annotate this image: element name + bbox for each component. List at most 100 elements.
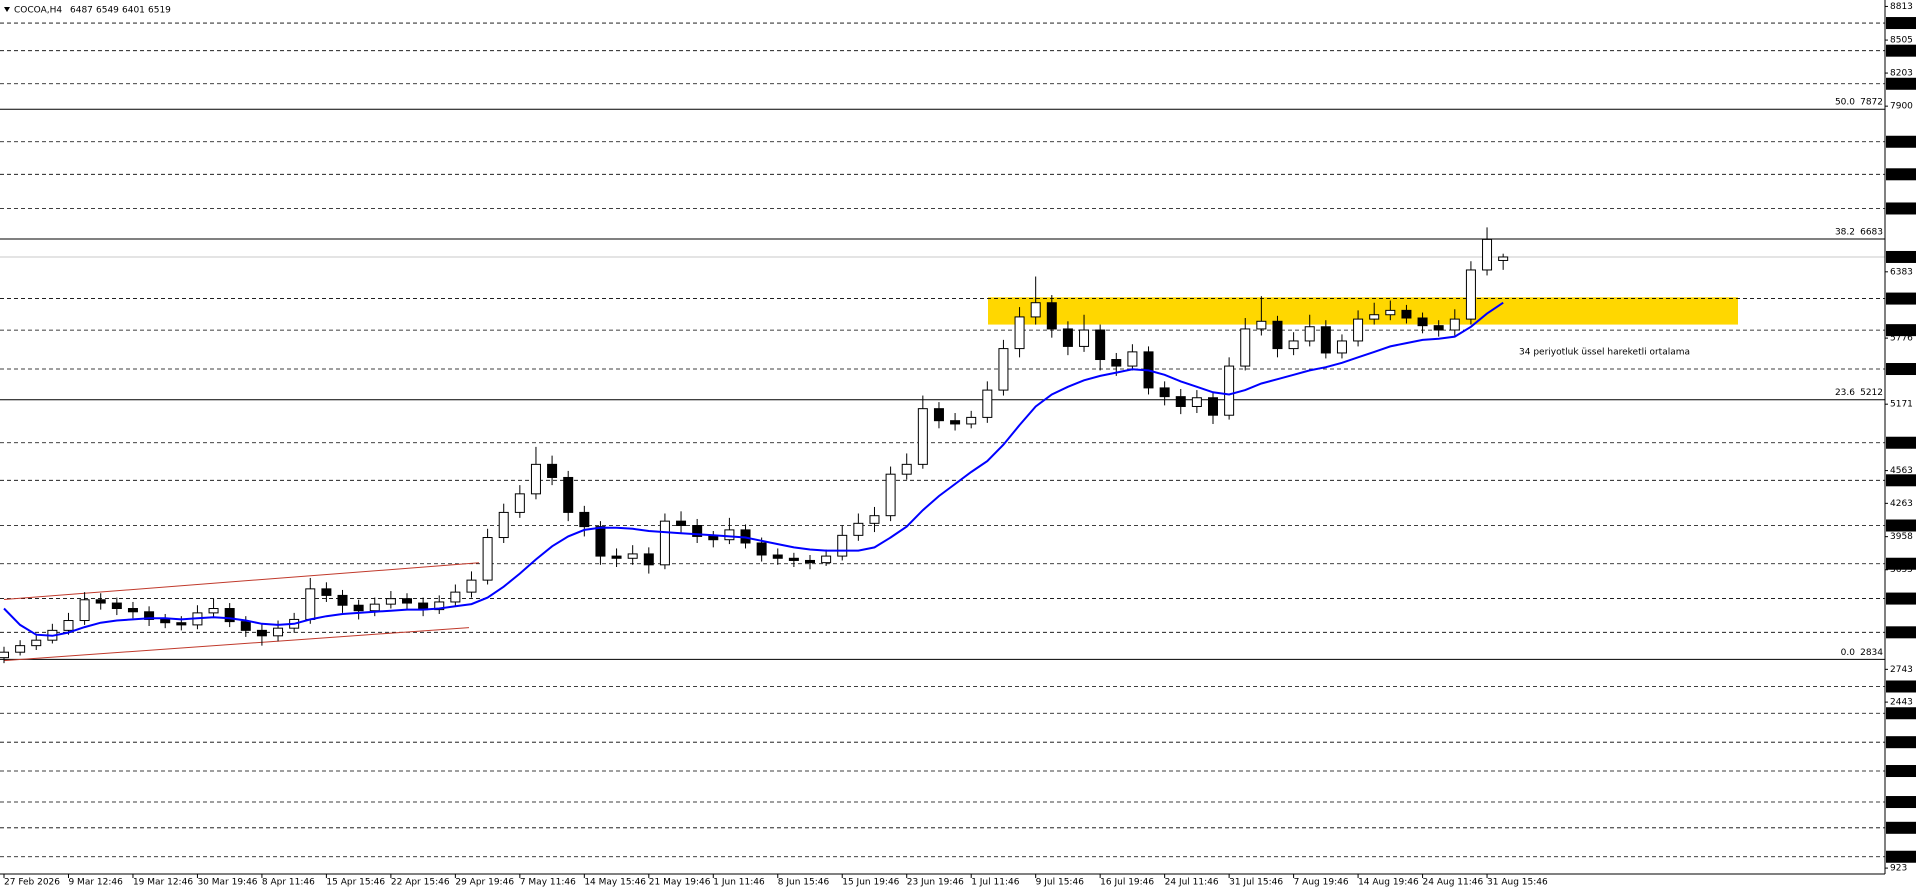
candle-body	[772, 554, 783, 559]
level-label-box	[1886, 363, 1916, 376]
candle-body	[256, 629, 267, 637]
x-tick-label: 8 Jun 15:46	[778, 878, 830, 888]
x-tick-label: 21 May 19:46	[649, 878, 711, 888]
candle-body	[160, 618, 171, 624]
x-tick-label: 8 Apr 11:46	[262, 878, 315, 888]
y-tick-label: 7900	[1890, 102, 1913, 112]
fibonacci-level: 50.0	[1835, 98, 1855, 108]
level-label: 1027	[1889, 852, 1912, 862]
candle-body	[1224, 365, 1235, 416]
candle-body	[1498, 256, 1509, 261]
candle-body	[0, 651, 9, 659]
level-label: 3710	[1889, 559, 1912, 569]
under-layer	[0, 22, 1885, 858]
candle-body	[869, 515, 880, 524]
candle-body	[1127, 351, 1138, 367]
candle-body	[273, 627, 284, 637]
candle-body	[788, 557, 799, 561]
candle-body	[498, 511, 509, 539]
level-label-box	[1886, 626, 1916, 639]
candle-body	[224, 608, 235, 623]
candle-body	[1417, 317, 1428, 327]
candle-body	[1336, 340, 1347, 354]
level-label: 7276	[1889, 170, 1912, 180]
y-tick-label: 8203	[1890, 69, 1913, 79]
candle-body	[337, 594, 348, 606]
candle-body	[63, 620, 74, 631]
candle-body	[1111, 359, 1122, 367]
level-label-box	[1886, 796, 1916, 809]
level-label: 8105	[1889, 79, 1912, 89]
x-tick-label: 19 Mar 12:46	[133, 878, 193, 888]
candle-body	[901, 463, 912, 475]
candle-body	[1369, 314, 1380, 320]
x-tick-label: 9 Mar 12:46	[68, 878, 123, 888]
candle-body	[514, 493, 525, 513]
level-label: 7574	[1889, 137, 1912, 147]
ema-line	[3, 301, 1504, 637]
candle-body	[1449, 318, 1460, 331]
level-label: 2586	[1889, 682, 1912, 692]
candle-body	[434, 601, 445, 611]
candle-body	[1482, 238, 1493, 271]
x-tick-label: 7 Aug 19:46	[1294, 878, 1349, 888]
y-tick-label: 2443	[1890, 698, 1913, 708]
x-tick-label: 24 Aug 11:46	[1423, 878, 1484, 888]
ohlc-value: 6487	[70, 6, 93, 16]
level-label-box	[1886, 736, 1916, 749]
y-tick-label: 6383	[1890, 267, 1913, 277]
candle-body	[1046, 302, 1057, 330]
y-tick-label: 923	[1890, 864, 1907, 874]
fibonacci-price: 2834	[1860, 648, 1883, 658]
candle-body	[837, 534, 848, 557]
level-label-box	[1886, 17, 1916, 30]
level-label: 8408	[1889, 46, 1912, 56]
candle-body	[659, 520, 670, 566]
level-label-box	[1886, 324, 1916, 337]
level-label: 8661	[1889, 19, 1912, 29]
candle-body	[563, 476, 574, 513]
candle-body	[95, 599, 106, 604]
candle-body	[1095, 329, 1106, 361]
candle-body	[1256, 320, 1267, 330]
menu-arrow[interactable]	[4, 7, 10, 12]
candle-body	[611, 555, 622, 559]
y-tick-label: 4263	[1890, 499, 1913, 509]
candle-body	[643, 553, 654, 566]
y-tick-label: 8505	[1890, 36, 1913, 46]
candle-body	[31, 639, 42, 647]
level-label: 4818	[1889, 438, 1912, 448]
candle-body	[1208, 397, 1218, 416]
y-tick-label: 8813	[1890, 2, 1913, 12]
channel-upper	[3, 562, 480, 600]
candle-body	[1191, 397, 1202, 407]
level-label-box	[1886, 292, 1916, 305]
candle-body	[917, 408, 928, 465]
level-label: 5493	[1889, 365, 1912, 375]
candle-body	[1030, 302, 1041, 318]
candle-body	[1062, 328, 1073, 347]
candle-body	[1079, 329, 1090, 347]
level-label-box	[1886, 707, 1916, 720]
candle-body	[15, 645, 26, 653]
candle-body	[998, 348, 1009, 391]
channel-lower	[3, 627, 470, 662]
candle-body	[595, 526, 606, 557]
ohlc-value: 6549	[96, 6, 119, 16]
fibonacci-price: 5212	[1860, 388, 1883, 398]
x-tick-label: 9 Jul 15:46	[1036, 878, 1085, 888]
ohlc-readout: 6487 6549 6401 6519	[70, 6, 171, 16]
candle-body	[79, 599, 90, 622]
symbol: COCOA,H4	[14, 6, 62, 16]
candle-body	[208, 608, 219, 614]
candle-body	[127, 608, 138, 613]
level-label: 6138	[1889, 294, 1912, 304]
x-tick-label: 24 Jul 11:46	[1165, 878, 1219, 888]
x-tick-label: 14 Aug 19:46	[1358, 878, 1419, 888]
level-label-box	[1886, 474, 1916, 487]
level-label-box	[1886, 592, 1916, 605]
candle-body	[627, 553, 638, 559]
